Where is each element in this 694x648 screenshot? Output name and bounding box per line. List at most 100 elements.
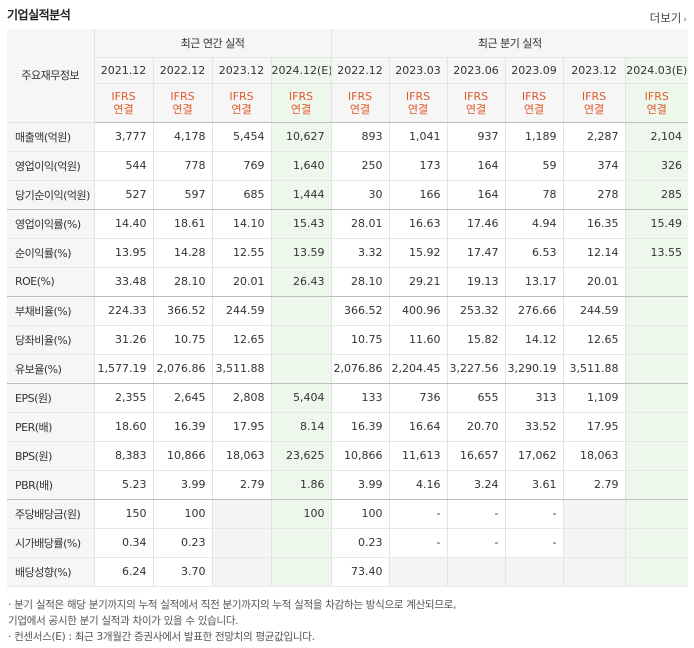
table-cell: 685 — [211, 180, 272, 210]
table-cell: 276.66 — [504, 296, 564, 326]
table-cell: 597 — [152, 180, 213, 210]
table-cell — [624, 267, 689, 297]
table-cell: 17,062 — [504, 441, 564, 471]
table-cell: 10,866 — [330, 441, 390, 471]
table-cell: 164 — [446, 180, 506, 210]
table-cell: 30 — [330, 180, 390, 210]
table-cell — [270, 325, 332, 355]
ifrs-label: IFRS — [581, 89, 607, 103]
table-cell: 17.47 — [446, 238, 506, 268]
period-header: 2024.03(E) — [624, 57, 689, 84]
table-cell: 18,063 — [562, 441, 626, 471]
table-cell: 15.82 — [446, 325, 506, 355]
row-label: PER(배) — [7, 412, 95, 442]
table-cell — [504, 557, 564, 587]
table-cell: 374 — [562, 151, 626, 181]
table-row: 유보율(%) 1,577.19 2,076.86 3,511.88 2,076.86 2,… — [7, 354, 689, 384]
table-row: PER(배) 18.60 16.39 17.95 8.14 16.39 16.64 20.70… — [7, 412, 689, 442]
table-cell — [270, 296, 332, 326]
table-cell: 10.75 — [152, 325, 213, 355]
table-cell: 20.01 — [562, 267, 626, 297]
table-cell: 736 — [388, 383, 448, 413]
table-cell: 2,076.86 — [330, 354, 390, 384]
table-cell: 6.24 — [93, 557, 154, 587]
table-cell: 28.01 — [330, 209, 390, 239]
table-cell: 28.10 — [152, 267, 213, 297]
table-cell: 3,777 — [93, 122, 154, 152]
table-cell: 1,577.19 — [93, 354, 154, 384]
period-header: 2023.12 — [562, 57, 626, 84]
table-cell: 366.52 — [152, 296, 213, 326]
footnote-2: 기업에서 공시한 분기 실적과 차이가 있을 수 있습니다. — [8, 615, 239, 627]
table-cell — [388, 557, 448, 587]
table-cell: 78 — [504, 180, 564, 210]
table-cell: 2,355 — [93, 383, 154, 413]
consolidated-label: 연결 — [583, 102, 605, 116]
table-cell: 5.23 — [93, 470, 154, 500]
table-cell: 244.59 — [562, 296, 626, 326]
table-cell — [624, 325, 689, 355]
table-cell — [211, 557, 272, 587]
more-link[interactable]: 더보기 › — [650, 10, 687, 26]
ifrs-basis: IFRS 연결 — [211, 83, 272, 123]
table-cell — [211, 499, 272, 529]
period-header: 2022.12 — [152, 57, 213, 84]
ifrs-basis: IFRS 연결 — [270, 83, 332, 123]
more-label[interactable]: 더보기 — [649, 11, 682, 25]
table-cell — [624, 557, 689, 587]
table-cell: 655 — [446, 383, 506, 413]
table-cell: 2.79 — [211, 470, 272, 500]
table-cell: 2,287 — [562, 122, 626, 152]
table-cell: 14.28 — [152, 238, 213, 268]
table-cell — [211, 528, 272, 558]
period-header: 2023.03 — [388, 57, 448, 84]
period-header: 2022.12 — [330, 57, 390, 84]
table-cell — [270, 557, 332, 587]
table-cell: 893 — [330, 122, 390, 152]
financial-table: 주요재무정보 최근 연간 실적 최근 분기 실적 2021.12 2022.12 2… — [7, 29, 689, 587]
table-cell — [562, 499, 626, 529]
table-cell: 33.48 — [93, 267, 154, 297]
row-label: 순이익률(%) — [7, 238, 95, 268]
footnotes: · 분기 실적은 해당 분기까지의 누적 실적에서 직전 분기까지의 누적 실적… — [8, 597, 456, 645]
table-cell: 2,204.45 — [388, 354, 448, 384]
period-header: 2023.12 — [211, 57, 272, 84]
period-header: 2023.06 — [446, 57, 506, 84]
ifrs-basis: IFRS 연결 — [330, 83, 390, 123]
table-cell: 15.49 — [624, 209, 689, 239]
row-label: EPS(원) — [7, 383, 95, 413]
table-cell: 10,866 — [152, 441, 213, 471]
table-cell: 11,613 — [388, 441, 448, 471]
table-row: 배당성향(%) 6.24 3.70 73.40 — [7, 557, 689, 587]
consolidated-label: 연결 — [349, 102, 371, 116]
section-title: 기업실적분석 — [7, 8, 71, 22]
consolidated-label: 연결 — [290, 102, 312, 116]
table-cell — [270, 528, 332, 558]
table-cell: 544 — [93, 151, 154, 181]
row-label: 당기순이익(억원) — [7, 180, 95, 210]
table-cell: 400.96 — [388, 296, 448, 326]
table-cell: 26.43 — [270, 267, 332, 297]
table-cell: - — [504, 528, 564, 558]
table-cell: 18.60 — [93, 412, 154, 442]
table-cell: 16.39 — [330, 412, 390, 442]
table-cell: 4,178 — [152, 122, 213, 152]
table-cell: 16.39 — [152, 412, 213, 442]
table-cell — [562, 557, 626, 587]
table-cell: 4.94 — [504, 209, 564, 239]
table-cell: 778 — [152, 151, 213, 181]
table-cell: 10,627 — [270, 122, 332, 152]
table-cell: 12.55 — [211, 238, 272, 268]
table-cell: 16.35 — [562, 209, 626, 239]
table-cell — [624, 441, 689, 471]
table-cell: 3,290.19 — [504, 354, 564, 384]
table-cell: 100 — [270, 499, 332, 529]
table-cell: 13.17 — [504, 267, 564, 297]
table-cell: 12.65 — [562, 325, 626, 355]
table-cell: 3.24 — [446, 470, 506, 500]
table-cell: 3,511.88 — [211, 354, 272, 384]
table-cell: 12.14 — [562, 238, 626, 268]
table-cell: 2,808 — [211, 383, 272, 413]
table-cell: 937 — [446, 122, 506, 152]
table-cell: - — [446, 499, 506, 529]
